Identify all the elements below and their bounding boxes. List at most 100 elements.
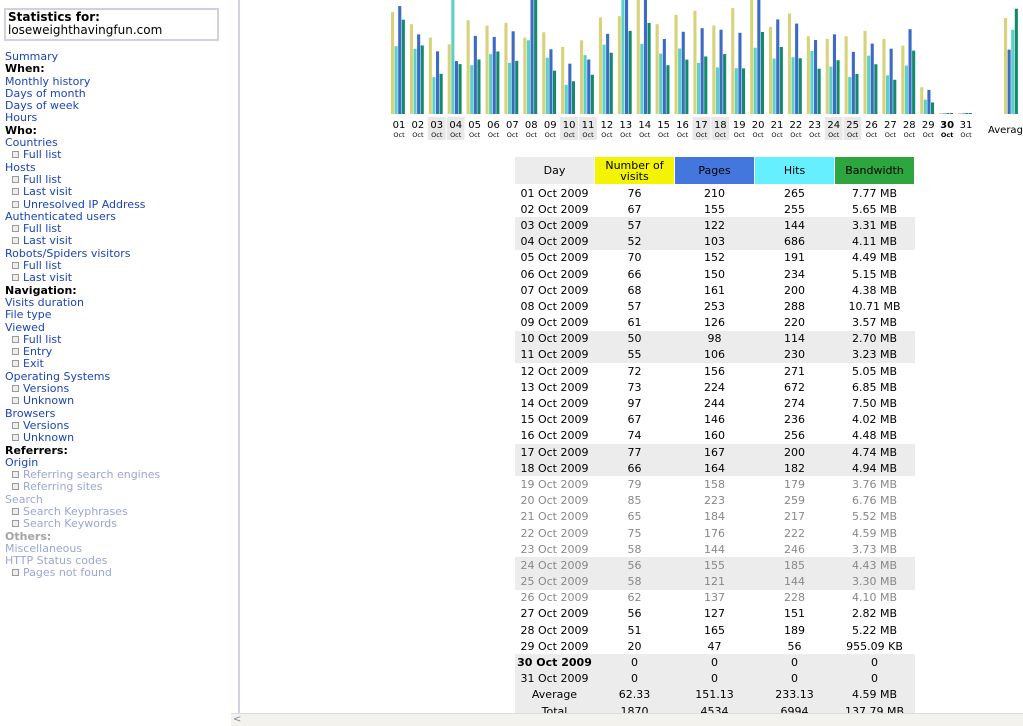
menu-item-last-visit[interactable]: Last visit [5,186,235,198]
bar-number-of-visits-28 [901,45,905,114]
menu-item-pages-not-found[interactable]: Pages not found [5,567,235,579]
bar-pages-11 [587,59,591,114]
horizontal-scrollbar[interactable]: < [231,713,1023,726]
menu-item-days-of-month[interactable]: Days of month [5,87,235,100]
menu-item-http-status-codes[interactable]: HTTP Status codes [5,555,235,567]
visits-cell: 85 [627,494,642,508]
day-cell: 10 Oct 2009 [514,330,595,347]
menu-item-viewed[interactable]: Viewed [5,321,235,334]
x-tick-month-25: Oct [847,131,859,139]
menu-item-authenticated-users[interactable]: Authenticated users [5,210,235,223]
bar-bandwidth-18 [723,54,727,114]
x-tick-day-06: 06 [487,120,500,131]
pages-cell: 155 [704,202,725,216]
menu-item-label: Countries [5,136,58,150]
table-row: 05 Oct 2009 70 152 191 4.49 MB [515,250,915,266]
x-tick-day-27: 27 [884,120,897,131]
menu-item-search-keywords[interactable]: Search Keywords [5,518,235,530]
x-tick-day-20: 20 [752,120,765,131]
bar-bandwidth-01 [401,19,405,115]
table-row: 25 Oct 2009 58 121 144 3.30 MB [514,573,915,590]
bar-number-of-visits-19 [731,8,735,115]
visits-cell: 70 [627,251,642,265]
hits-cell: 185 [754,557,835,574]
menu-item-label: Versions [23,382,70,396]
menu-item-full-list[interactable]: Full list [5,332,235,346]
visits-cell: 0 [594,670,675,687]
menu-item-unresolved-ip-address[interactable]: Unresolved IP Address [5,198,235,211]
menu-item-browsers[interactable]: Browsers [5,407,235,420]
bar-pages-22 [795,23,799,115]
table-row: 01 Oct 2009 76 210 265 7.77 MB [515,185,915,202]
menu-item-versions[interactable]: Versions [5,382,235,396]
bar-bandwidth-25 [855,73,859,114]
menu-item-visits-duration[interactable]: Visits duration [5,296,235,309]
x-tick-month-29: Oct [923,131,935,139]
visits-cell: 97 [627,397,642,411]
x-tick-day-16: 16 [676,120,689,131]
bandwidth-cell: 4.10 MB [851,591,898,605]
x-tick-month-01: Oct [393,131,405,139]
pages-cell: 106 [674,346,755,364]
menu-item-file-type[interactable]: File type [5,309,235,321]
menu-item-hours[interactable]: Hours [5,112,235,124]
table-row: 26 Oct 2009 62 137 228 4.10 MB [515,590,915,606]
menu-item-versions[interactable]: Versions [5,419,235,432]
day-cell: 18 Oct 2009 [514,460,595,477]
bandwidth-cell: 4.74 MB [834,444,915,461]
menu-item-summary[interactable]: Summary [5,50,235,63]
visits-cell: 20 [627,639,642,653]
hits-cell: 217 [784,510,805,524]
bar-pages-15 [662,38,666,114]
menu-item-label: Others: [5,529,52,543]
menu-item-origin[interactable]: Origin [5,456,235,469]
visits-cell: 0 [594,654,675,671]
hits-cell: 230 [754,346,835,364]
bar-hits-31 [961,113,965,114]
bar-bandwidth-28 [912,50,916,114]
menu-item-label: Full list [23,332,62,346]
average-label: Averag [988,125,1023,136]
visits-cell: 50 [594,330,675,347]
scroll-left-arrow-icon[interactable]: < [233,714,242,725]
expand-box-icon [12,274,19,282]
navigation-menu: Summary When: Monthly history Days of month… [5,50,235,580]
menu-item-hosts[interactable]: Hosts [5,161,235,174]
table-row: 11 Oct 2009 55 106 230 3.23 MB [514,346,915,364]
day-cell: 30 Oct 2009 [514,654,595,671]
table-row: 16 Oct 2009 74 160 256 4.48 MB [515,428,915,444]
menu-item-exit[interactable]: Exit [5,358,235,370]
menu-item-full-list[interactable]: Full list [5,259,235,272]
bandwidth-cell: 3.57 MB [851,316,898,330]
bar-bandwidth-31 [968,113,972,114]
menu-item-search[interactable]: Search [5,493,235,506]
bar-bandwidth-30 [949,113,953,114]
menu-item-search-keyphrases[interactable]: Search Keyphrases [5,505,235,518]
day-cell: 16 Oct 2009 [520,429,589,443]
x-tick-day-15: 15 [657,120,670,131]
menu-item-unknown[interactable]: Unknown [5,432,235,444]
menu-item-full-list[interactable]: Full list [5,223,235,235]
menu-item-referring-search-engines[interactable]: Referring search engines [5,468,235,481]
menu-item-robots-spiders-visitors[interactable]: Robots/Spiders visitors [5,247,235,260]
menu-item-full-list[interactable]: Full list [5,149,235,161]
menu-item-operating-systems[interactable]: Operating Systems [5,370,235,383]
menu-item-miscellaneous[interactable]: Miscellaneous [5,542,235,555]
menu-item-last-visit[interactable]: Last visit [5,272,235,284]
menu-item-days-of-week[interactable]: Days of week [5,100,235,112]
bar-pages-10 [568,63,572,114]
menu-item-countries[interactable]: Countries [5,136,235,150]
table-row: 06 Oct 2009 66 150 234 5.15 MB [515,266,915,282]
menu-item-monthly-history[interactable]: Monthly history [5,75,235,88]
menu-item-last-visit[interactable]: Last visit [5,235,235,247]
menu-item-label: When: [5,62,45,76]
pages-cell: 103 [674,233,755,250]
table-row: 28 Oct 2009 51 165 189 5.22 MB [515,622,915,638]
menu-item-entry[interactable]: Entry [5,345,235,358]
menu-item-referring-sites[interactable]: Referring sites [5,481,235,493]
x-tick-day-14: 14 [638,120,651,131]
bar-bandwidth-03 [439,73,443,114]
menu-item-unknown[interactable]: Unknown [5,395,235,407]
menu-item-full-list[interactable]: Full list [5,173,235,186]
bar-hits-18 [715,67,719,114]
